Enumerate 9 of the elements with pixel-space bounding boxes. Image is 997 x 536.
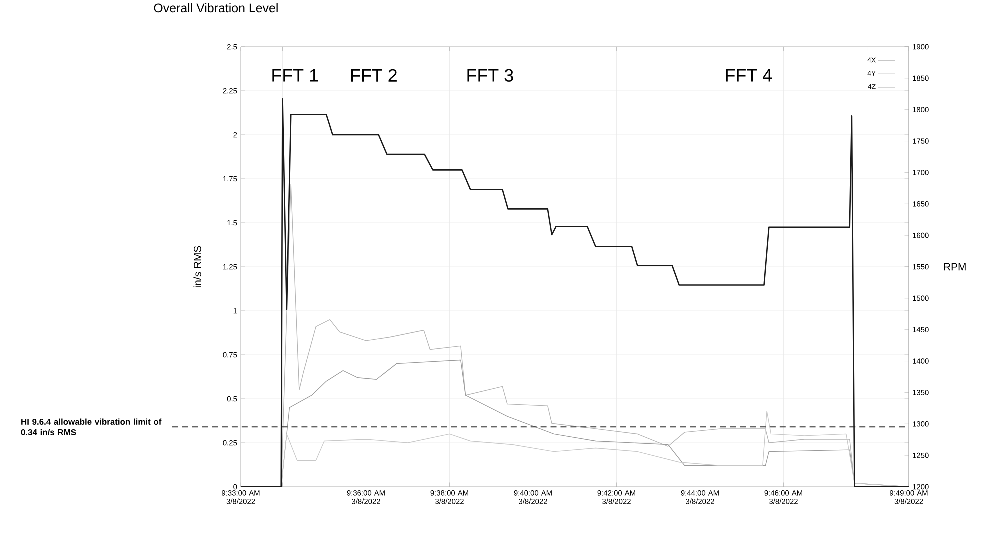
annotation: FFT 2	[351, 69, 397, 82]
y-axis-title: in/s RMS	[194, 246, 202, 288]
annotation: FFT 3	[468, 69, 514, 82]
annotation: FFT 1	[272, 69, 318, 82]
line-series	[241, 98, 910, 487]
ref-line-label: HI 9.6.4 allowable vibration limit of 0.34 in/s RMS	[21, 418, 162, 436]
annotation: FFT 4	[726, 69, 772, 82]
y2-axis-title: RPM	[944, 263, 966, 271]
chart-title: Overall Vibration Level	[154, 3, 278, 13]
